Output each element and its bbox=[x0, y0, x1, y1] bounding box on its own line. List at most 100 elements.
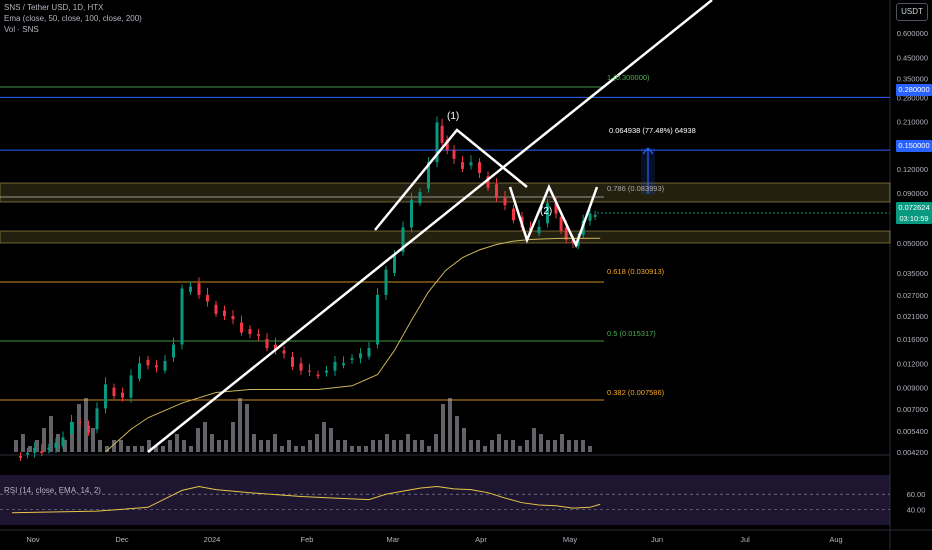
candle-body bbox=[180, 288, 184, 345]
candle-body bbox=[445, 139, 449, 151]
level-tag-0.28: 0.280000 bbox=[896, 84, 932, 96]
volume-bar bbox=[63, 440, 67, 452]
measure-label: 0.064938 (77.48%) 64938 bbox=[609, 126, 696, 135]
volume-indicator-label[interactable]: Vol · SNS bbox=[4, 25, 39, 34]
candle-body bbox=[54, 442, 58, 448]
candle-body bbox=[206, 294, 209, 302]
volume-bar bbox=[336, 440, 340, 452]
x-tick-label: 2024 bbox=[204, 535, 221, 544]
candle-body bbox=[478, 162, 481, 173]
volume-bar bbox=[14, 440, 18, 452]
volume-bar bbox=[294, 446, 298, 452]
volume-bar bbox=[259, 440, 263, 452]
candle-body bbox=[401, 227, 405, 252]
candle-body bbox=[333, 361, 337, 371]
y-tick-label: 0.280000 bbox=[897, 93, 928, 102]
candle-body bbox=[316, 374, 320, 377]
measure-arrowhead bbox=[642, 147, 654, 155]
wave-label-2: (2) bbox=[540, 206, 553, 217]
volume-bar bbox=[287, 440, 291, 452]
wave-1-drawing[interactable] bbox=[374, 128, 528, 231]
rsi-level-label: 40.00 bbox=[907, 506, 926, 515]
candle-body bbox=[461, 162, 464, 169]
volume-bar bbox=[462, 428, 466, 452]
fib-label-0786: 0.786 (0.083993) bbox=[607, 184, 665, 193]
currency-button[interactable]: USDT bbox=[896, 3, 928, 21]
candle-body bbox=[564, 227, 568, 240]
x-tick-label: Dec bbox=[115, 535, 129, 544]
candle-body bbox=[129, 375, 133, 398]
volume-bar bbox=[126, 446, 130, 452]
volume-bar bbox=[133, 446, 137, 452]
volume-bar bbox=[231, 422, 235, 452]
candle-body bbox=[418, 192, 422, 204]
rsi-background bbox=[0, 475, 890, 525]
volume-bar bbox=[266, 440, 270, 452]
zigzag-projection[interactable] bbox=[508, 183, 599, 249]
rsi-indicator-label[interactable]: RSI (14, close, EMA, 14, 2) bbox=[4, 486, 101, 495]
volume-bar bbox=[441, 404, 445, 452]
candle-body bbox=[554, 203, 558, 214]
ema-line bbox=[105, 237, 601, 453]
trendline[interactable] bbox=[147, 0, 713, 453]
volume-bar bbox=[112, 440, 116, 452]
x-tick-label: Mar bbox=[387, 535, 400, 544]
candle-body bbox=[435, 122, 439, 163]
volume-bar bbox=[455, 416, 459, 452]
candle-body bbox=[95, 408, 99, 430]
volume-bar bbox=[252, 434, 256, 452]
volume-bar bbox=[350, 446, 354, 452]
bar-countdown: 03:10:59 bbox=[899, 214, 929, 223]
volume-bar bbox=[483, 446, 487, 452]
volume-bar bbox=[217, 440, 221, 452]
volume-bar bbox=[434, 434, 438, 452]
volume-bar bbox=[196, 428, 200, 452]
volume-bar bbox=[560, 434, 564, 452]
volume-bar bbox=[392, 440, 396, 452]
volume-bar bbox=[546, 440, 550, 452]
fib-label-0618: 0.618 (0.030913) bbox=[607, 267, 665, 276]
candle-body bbox=[40, 451, 44, 453]
volume-bar bbox=[245, 404, 249, 452]
volume-bar bbox=[140, 446, 144, 452]
volume-bar bbox=[189, 446, 193, 452]
volume-bar bbox=[371, 440, 375, 452]
volume-bar bbox=[511, 440, 515, 452]
candle-body bbox=[155, 365, 158, 368]
y-tick-label: 0.016000 bbox=[897, 335, 928, 344]
candle-body bbox=[248, 329, 252, 335]
volume-bar bbox=[385, 434, 389, 452]
candle-body bbox=[588, 213, 592, 221]
candle-body bbox=[231, 316, 235, 320]
volume-bar bbox=[273, 434, 277, 452]
candle-body bbox=[78, 421, 82, 423]
x-tick-label: Aug bbox=[829, 535, 842, 544]
candle-body bbox=[299, 363, 303, 371]
volume-bar bbox=[378, 440, 382, 452]
volume-bar bbox=[42, 428, 46, 452]
candle-body bbox=[121, 392, 124, 398]
x-tick-label: Apr bbox=[475, 535, 487, 544]
candle-body bbox=[593, 214, 597, 217]
candle-body bbox=[546, 203, 549, 224]
y-tick-label: 0.005400 bbox=[897, 427, 928, 436]
volume-bar bbox=[343, 440, 347, 452]
volume-bar bbox=[161, 446, 165, 452]
candle-body bbox=[87, 425, 90, 433]
fib-label-1: 1 (0.300000) bbox=[607, 73, 650, 82]
volume-bar bbox=[357, 446, 361, 452]
volume-bar bbox=[182, 440, 186, 452]
x-tick-label: Jul bbox=[740, 535, 750, 544]
y-tick-label: 0.009000 bbox=[897, 384, 928, 393]
volume-bar bbox=[49, 416, 53, 452]
ema-indicator-label[interactable]: Ema (close, 50, close, 100, close, 200) bbox=[4, 14, 142, 23]
candle-body bbox=[427, 162, 430, 189]
volume-bar bbox=[91, 428, 95, 452]
candle-body bbox=[469, 162, 473, 166]
current-price-tag: 0.072624 03:10:59 bbox=[896, 202, 932, 224]
candle-body bbox=[376, 294, 379, 345]
y-tick-label: 0.090000 bbox=[897, 189, 928, 198]
volume-bar bbox=[553, 440, 557, 452]
